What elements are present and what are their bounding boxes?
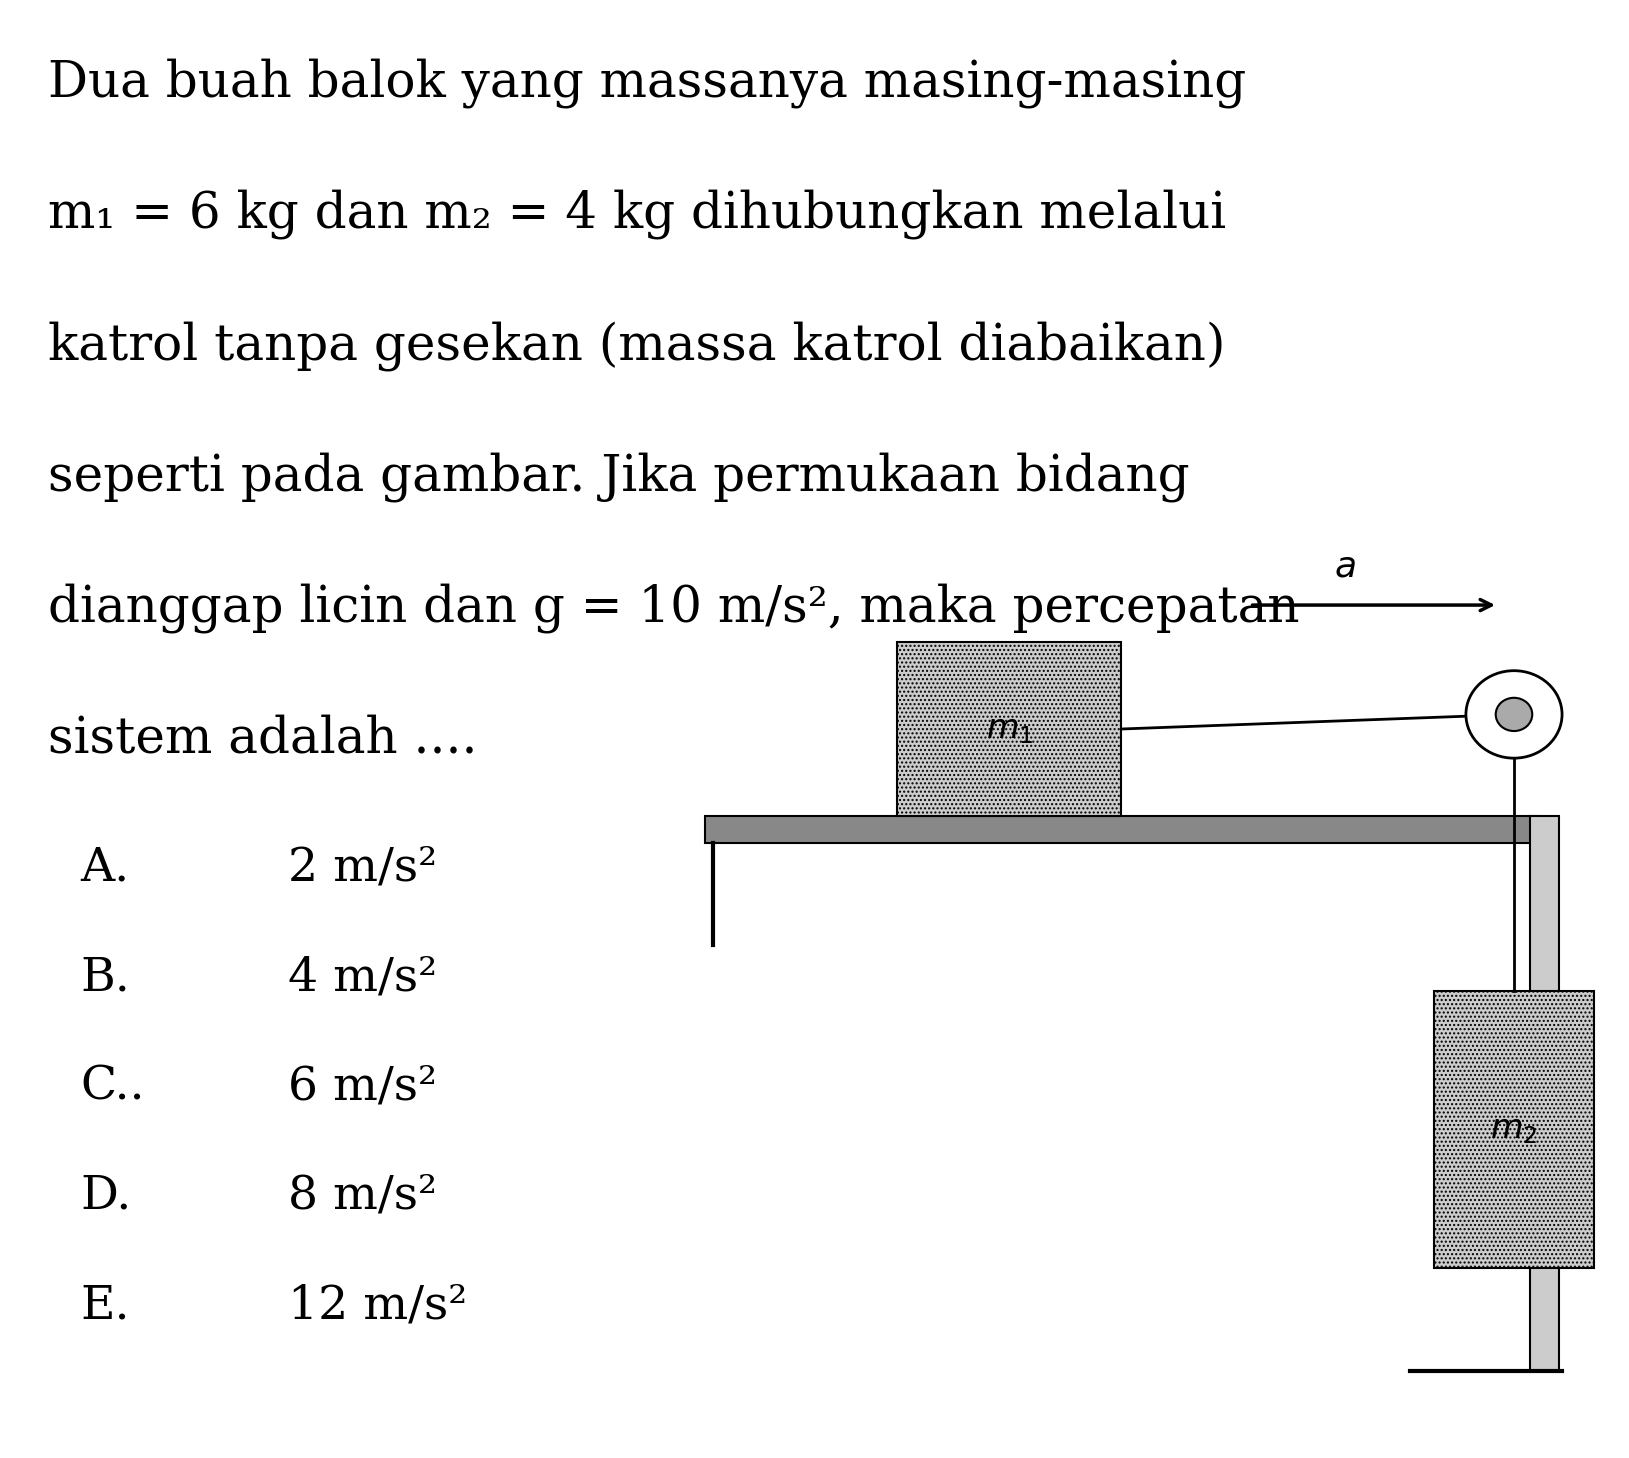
- Circle shape: [1495, 698, 1533, 730]
- Circle shape: [1466, 671, 1562, 758]
- Text: 12 m/s²: 12 m/s²: [288, 1283, 468, 1328]
- Text: m₁ = 6 kg dan m₂ = 4 kg dihubungkan melalui: m₁ = 6 kg dan m₂ = 4 kg dihubungkan mela…: [49, 190, 1227, 239]
- Text: 6 m/s²: 6 m/s²: [288, 1064, 437, 1110]
- Text: D.: D.: [80, 1174, 132, 1219]
- Text: a: a: [1334, 550, 1357, 583]
- Text: Dua buah balok yang massanya masing-masing: Dua buah balok yang massanya masing-masi…: [49, 58, 1246, 108]
- Text: dianggap licin dan g = 10 m/s², maka percepatan: dianggap licin dan g = 10 m/s², maka per…: [49, 583, 1300, 633]
- Text: seperti pada gambar. Jika permukaan bidang: seperti pada gambar. Jika permukaan bida…: [49, 452, 1189, 502]
- Bar: [1434, 991, 1595, 1268]
- Bar: [705, 816, 1538, 843]
- Text: $m_1$: $m_1$: [986, 713, 1033, 745]
- Text: $m_2$: $m_2$: [1491, 1114, 1538, 1146]
- Text: 8 m/s²: 8 m/s²: [288, 1174, 437, 1219]
- Text: A.: A.: [80, 846, 129, 891]
- Text: katrol tanpa gesekan (massa katrol diabaikan): katrol tanpa gesekan (massa katrol diaba…: [49, 321, 1225, 370]
- Text: 2 m/s²: 2 m/s²: [288, 846, 438, 891]
- Text: E.: E.: [80, 1283, 130, 1328]
- Bar: [898, 642, 1121, 816]
- Text: B.: B.: [80, 955, 130, 1000]
- Text: sistem adalah ....: sistem adalah ....: [49, 714, 477, 764]
- Bar: [1530, 816, 1559, 1371]
- Text: 4 m/s²: 4 m/s²: [288, 955, 438, 1000]
- Text: C..: C..: [80, 1064, 145, 1110]
